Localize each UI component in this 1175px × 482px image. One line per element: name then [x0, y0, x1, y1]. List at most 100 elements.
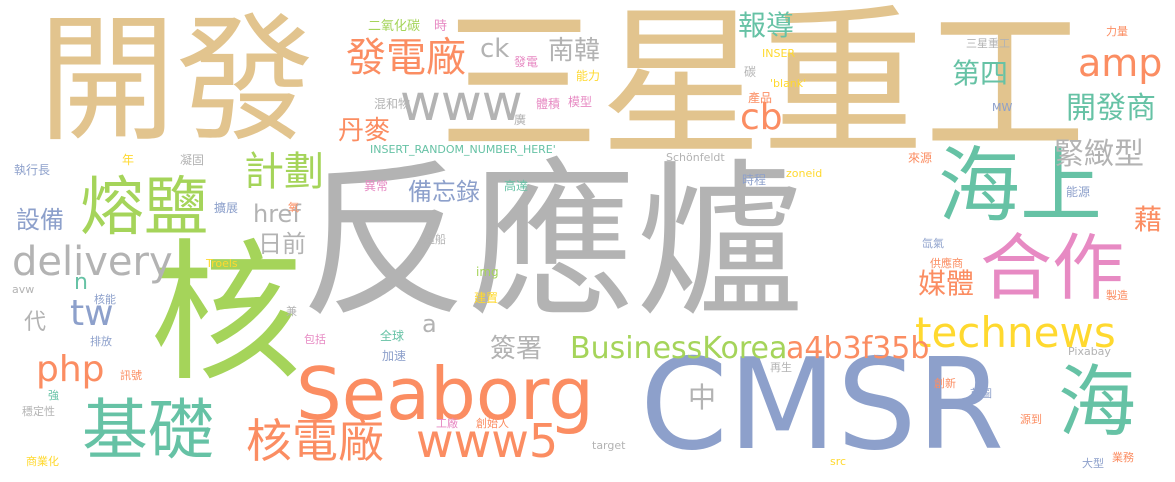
cloud-word: 熔鹽: [80, 171, 208, 245]
cloud-word: src: [830, 455, 847, 468]
cloud-word: 日前: [258, 230, 306, 258]
cloud-word: 異常: [364, 179, 389, 193]
cloud-word: 加速: [382, 349, 407, 363]
cloud-word: 能力: [576, 69, 601, 83]
cloud-word: INSER: [762, 47, 796, 60]
cloud-word: 產品: [748, 91, 773, 105]
cloud-word: 三星重工: [966, 37, 1010, 50]
cloud-word: 核電廠: [246, 414, 384, 468]
cloud-word: 年: [122, 153, 135, 167]
cloud-word: 排放: [90, 335, 112, 348]
cloud-word: 凝固: [180, 153, 205, 167]
cloud-word: www: [400, 74, 523, 132]
cloud-word: INSERT_RANDOM_NUMBER_HERE': [370, 143, 556, 156]
cloud-word: 首圖: [970, 387, 992, 400]
cloud-word: 製造: [1106, 289, 1128, 302]
cloud-word: 再生: [770, 361, 792, 374]
cloud-word: 三星重工: [438, 0, 1086, 179]
cloud-word: 中: [688, 381, 717, 414]
cloud-word: 計劃: [244, 149, 324, 195]
cloud-word: 穩定性: [22, 405, 55, 418]
cloud-word: 備忘錄: [408, 178, 480, 206]
cloud-word: Seaborg: [296, 352, 594, 436]
cloud-word: 建置: [474, 291, 499, 305]
cloud-word: 業務: [1112, 451, 1134, 464]
cloud-word: 基礎: [82, 392, 214, 469]
cloud-word: Troels: [206, 257, 238, 270]
cloud-word: avw: [12, 283, 35, 296]
cloud-word: 氧: [288, 201, 299, 214]
cloud-word: 訊號: [120, 369, 142, 382]
cloud-word: Pixabay: [1068, 345, 1111, 358]
cloud-word: 擴展: [214, 201, 239, 215]
cloud-word: 設備: [16, 206, 64, 234]
cloud-word: 包括: [304, 333, 326, 346]
cloud-word: 來源: [908, 151, 933, 165]
cloud-word: 南韓: [548, 36, 601, 66]
cloud-word: MW: [992, 101, 1013, 114]
cloud-word: 丹麥: [338, 116, 391, 146]
cloud-word: 海: [1058, 358, 1137, 448]
cloud-word: 緊緻型: [1054, 137, 1144, 172]
cloud-word: 執行長: [14, 163, 51, 177]
cloud-word: Schönfeldt: [666, 151, 725, 164]
cloud-word: 碳: [744, 65, 757, 79]
cloud-word: 商業化: [26, 455, 59, 468]
cloud-word: target: [592, 439, 626, 452]
cloud-word: BusinessKorea: [570, 331, 788, 366]
cloud-word: 源到: [1020, 413, 1042, 426]
cloud-word: zoneid: [786, 167, 823, 180]
cloud-word: 時程: [742, 173, 767, 187]
cloud-word: 兼: [286, 305, 297, 318]
cloud-word: 廣: [514, 113, 527, 127]
cloud-word: 高達: [504, 179, 529, 193]
cloud-word: a4b3f35b: [786, 331, 930, 366]
cloud-word: 媒體: [918, 267, 975, 300]
cloud-word: 反應爐: [300, 144, 804, 340]
cloud-word: 體積: [536, 97, 561, 111]
cloud-word: 模型: [568, 95, 593, 109]
cloud-word: 創始人: [476, 417, 509, 430]
cloud-word: 代: [24, 310, 47, 335]
cloud-word: 開發商: [1066, 91, 1156, 126]
cloud-word: www5: [416, 414, 559, 468]
cloud-word: 全球: [380, 329, 405, 343]
cloud-word: 混和物: [374, 97, 411, 111]
cloud-word: 時: [434, 19, 448, 34]
cloud-word: 強: [48, 389, 59, 402]
cloud-word: ck: [480, 34, 510, 64]
cloud-word: 發電廠: [346, 35, 466, 81]
cloud-word: 氙氣: [922, 237, 944, 250]
cloud-word: 藉: [1134, 203, 1163, 236]
cloud-word: 創新: [934, 377, 956, 390]
cloud-word: 第四: [952, 57, 1009, 90]
cloud-word: 二氧化碳: [368, 19, 421, 34]
cloud-word: href: [253, 200, 301, 228]
cloud-word: amp: [1078, 41, 1163, 85]
cloud-word: 能源: [1066, 185, 1091, 199]
cloud-word: 核: [150, 225, 302, 402]
cloud-word: 發電: [514, 55, 539, 69]
cloud-word: 開發: [38, 0, 315, 161]
cloud-word: php: [36, 349, 105, 390]
cloud-word: 供應商: [930, 257, 963, 270]
cloud-word: tw: [70, 293, 114, 334]
cloud-word: 簽署: [490, 334, 543, 364]
cloud-word: a: [422, 310, 437, 338]
cloud-word: technews: [915, 308, 1116, 357]
cloud-word: 報導: [738, 9, 795, 42]
cloud-word: 力量: [1106, 25, 1128, 38]
cloud-word: cb: [740, 97, 783, 138]
cloud-word: 工廠: [436, 417, 458, 430]
cloud-word: CMSR: [640, 331, 1005, 478]
cloud-word: n: [74, 270, 88, 295]
cloud-word: 海上: [938, 139, 1103, 234]
cloud-word: 大型: [1082, 457, 1104, 470]
cloud-word: 造船: [424, 233, 446, 246]
cloud-word: 'blank': [770, 77, 807, 90]
cloud-word: img: [476, 265, 499, 279]
cloud-word: 合作: [980, 226, 1125, 310]
cloud-word: delivery: [12, 239, 173, 285]
cloud-word: 核能: [94, 293, 116, 306]
